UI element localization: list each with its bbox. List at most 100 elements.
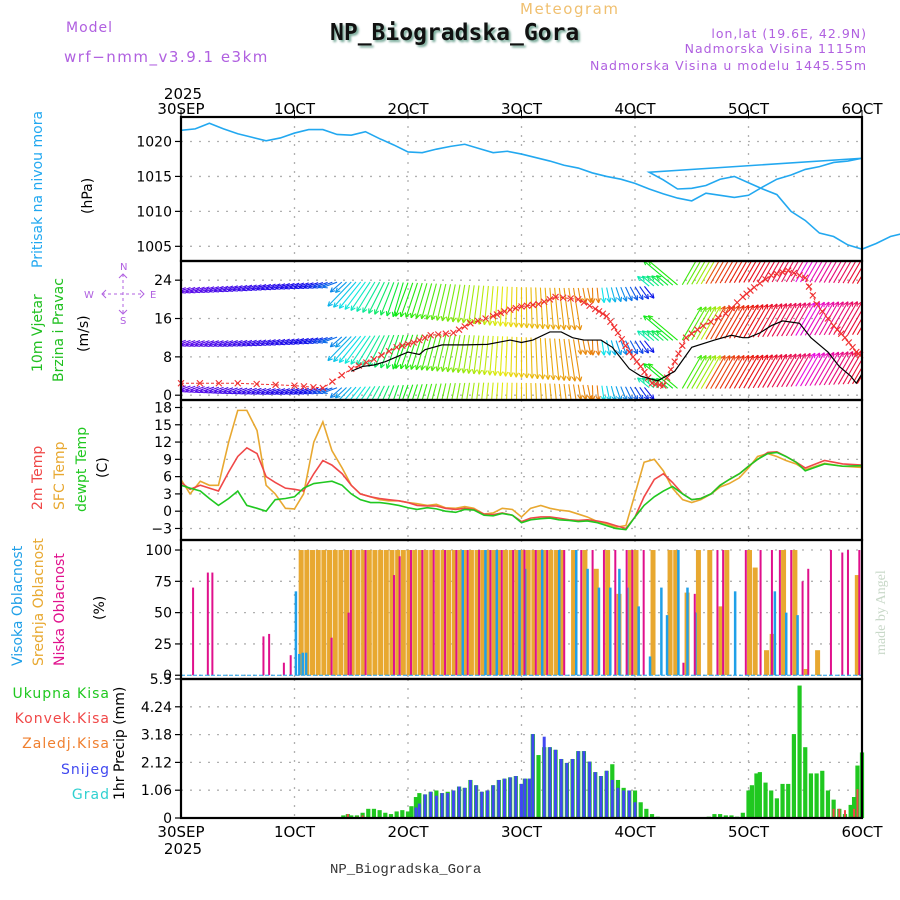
wind-arrow-head [734, 355, 740, 359]
cloud-bar-low [841, 552, 844, 676]
wind-arrow [743, 304, 764, 338]
precip-bar-total [366, 808, 371, 818]
wind-arrow [710, 355, 731, 389]
wind-arrow-head [189, 341, 195, 347]
wind-arrow [395, 334, 409, 369]
wind-arrow-head [208, 341, 214, 347]
wind-arrow-head [265, 288, 272, 291]
wind-arrow-head [344, 360, 350, 364]
wind-arrow [457, 335, 466, 373]
wind-arrow-head [656, 275, 662, 278]
wind-arrow-head [223, 341, 228, 347]
wind-arrow-head [534, 323, 538, 329]
wind-arrow [478, 285, 485, 325]
wind-arrow [629, 386, 639, 400]
wind-arrow-head [374, 310, 379, 315]
wind-arrow-head [576, 377, 581, 382]
wind-arrow [748, 261, 762, 283]
wind-arrow-head [641, 330, 645, 336]
wind-arrow-head [218, 388, 223, 394]
cloud-bar-mid [815, 650, 821, 676]
wind-arrow-head [330, 395, 336, 399]
cloud-bar-mid [400, 550, 406, 676]
wind-arrow [606, 385, 611, 400]
wind-arrow-head [471, 319, 475, 325]
wind-arrow-head [294, 393, 300, 395]
wind-arrow-head [499, 321, 504, 327]
wind-arrow-head [877, 302, 881, 305]
cloud-bar-mid [310, 550, 316, 676]
wind-arrow-head [237, 286, 242, 291]
wind-arrow-head [334, 408, 335, 413]
wind-arrow-head [410, 414, 411, 419]
wind-arrow-head [237, 341, 242, 346]
precip-bar-snow [527, 778, 531, 818]
cloud-bar-high [294, 591, 298, 676]
wind-arrow-head [848, 301, 854, 305]
wind-arrow-head [609, 297, 612, 303]
cloud-bar-mid [332, 550, 338, 676]
wind-arrow-head [498, 418, 500, 423]
gust-marker [410, 339, 418, 346]
precip-bar-snow [605, 770, 609, 818]
wind-arrow-head [380, 364, 385, 369]
cloud-bar-mid [752, 567, 758, 676]
wind-arrow [615, 386, 622, 400]
wind-arrow-head [587, 298, 592, 304]
bottom-xtick-label: 6OCT [842, 823, 884, 841]
wind-arrow-head [209, 291, 215, 293]
wind-arrow [499, 336, 504, 377]
wind-arrow-head [720, 355, 726, 359]
wind-arrow-head [395, 364, 400, 369]
cloud-bar-mid [854, 575, 860, 676]
wind-arrow-head [526, 373, 530, 379]
wind-arrow [462, 335, 471, 374]
wind-arrow-head [298, 339, 304, 344]
wind-arrow-head [834, 249, 838, 252]
wind-arrow [456, 382, 461, 400]
wind-arrow-head [715, 355, 721, 359]
wind-arrow-head [609, 350, 612, 356]
wind-arrow [478, 335, 485, 375]
wind-arrow [416, 384, 423, 400]
cloud-bar-mid [764, 650, 770, 676]
wind-arrow-head [299, 342, 305, 345]
wind-arrow-head [415, 365, 421, 371]
cloud-bar-high [677, 550, 680, 676]
wind-arrow [781, 302, 802, 337]
gust-marker [455, 326, 463, 334]
wind-arrow-head [381, 415, 385, 418]
wind-arrow-head [218, 290, 224, 293]
wind-arrow-head [627, 297, 633, 302]
cloud-ytick-label: 75 [154, 574, 172, 590]
gust-marker [512, 304, 520, 312]
cloud-bar-mid [440, 550, 446, 676]
wind-arrow [647, 315, 678, 341]
gust-marker [682, 334, 690, 342]
wind-arrow-head [767, 303, 773, 308]
gust-marker [722, 310, 730, 318]
temperature-ytick-label: 0 [163, 504, 172, 520]
wind-arrow-head [339, 359, 345, 364]
wind-arrow-head [265, 340, 270, 346]
gust-marker [699, 322, 707, 330]
wind-arrow-head [554, 420, 556, 425]
cloud-bar-low [580, 550, 583, 676]
wind-arrow [596, 385, 600, 400]
wind-arrow-head [772, 303, 778, 308]
cloud-bar-low [829, 550, 832, 676]
cloud-bar-high [484, 550, 487, 676]
wind-arrow-head [720, 305, 726, 310]
gust-marker [678, 342, 686, 350]
gust-marker [707, 318, 715, 326]
precip-bar-snow [468, 779, 472, 818]
precip-bar-snow [633, 802, 637, 818]
wind-arrow-head [350, 361, 356, 365]
precip-bar-snow [559, 758, 563, 818]
wind-arrow-head [638, 350, 644, 355]
cloud-bar-mid [673, 550, 679, 676]
wind-arrow-head [622, 297, 627, 302]
wind-arrow [563, 338, 571, 381]
wind-arrow-head [483, 320, 488, 326]
cloud-bar-mid [446, 550, 452, 676]
